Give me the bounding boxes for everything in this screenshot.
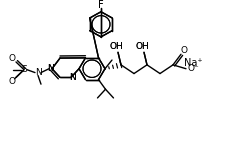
Text: OH: OH xyxy=(109,42,123,51)
Text: O: O xyxy=(180,46,188,55)
Text: N: N xyxy=(69,73,75,82)
Text: OH: OH xyxy=(135,42,149,51)
Text: O: O xyxy=(8,54,15,63)
Text: N: N xyxy=(69,73,75,82)
Text: OH: OH xyxy=(135,42,149,51)
Text: OH: OH xyxy=(109,42,123,51)
Text: Na⁺: Na⁺ xyxy=(184,58,202,68)
Text: O⁻: O⁻ xyxy=(187,64,199,73)
Text: N: N xyxy=(48,64,54,73)
Text: F: F xyxy=(98,0,104,10)
Text: S: S xyxy=(21,65,27,74)
Text: O: O xyxy=(8,77,15,86)
Text: N: N xyxy=(35,68,41,77)
Text: F: F xyxy=(98,0,104,10)
Text: N: N xyxy=(48,64,54,73)
